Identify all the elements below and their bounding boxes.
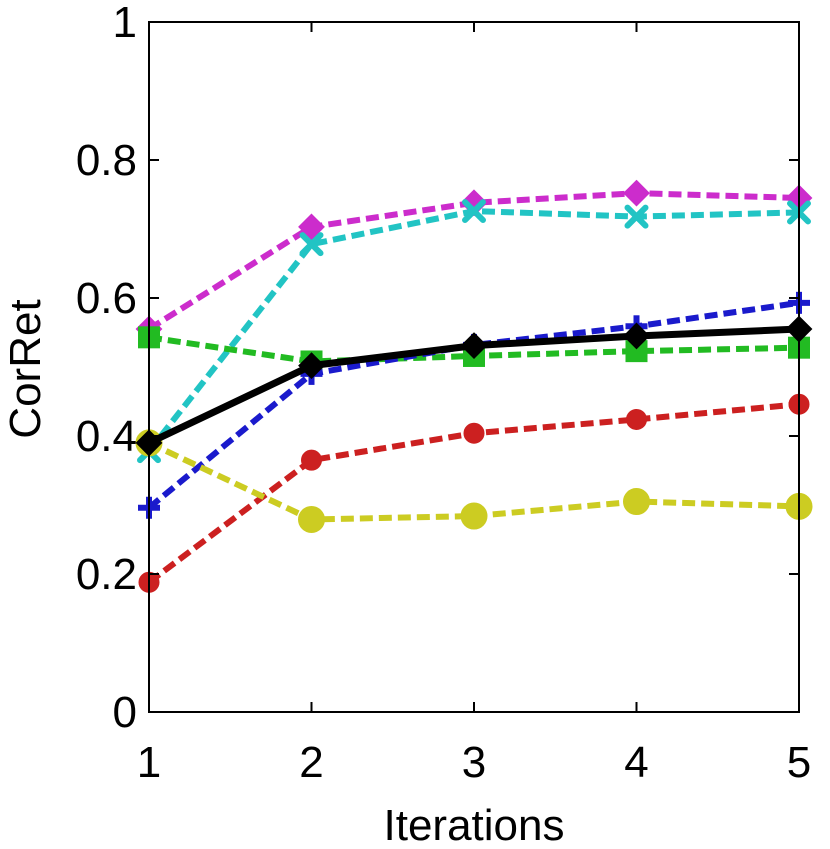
- y-tick-label: 0: [113, 688, 137, 737]
- series-line: [147, 299, 800, 511]
- tick-layer: 1 2 3 4 5 0 0.2 0.4 0.6 0.8 1: [76, 0, 811, 787]
- x-tick-label: 4: [624, 738, 648, 787]
- data-point: [463, 422, 485, 444]
- x-tick-label: 2: [299, 738, 323, 787]
- data-point-stroke: [624, 204, 649, 229]
- data-point-stroke: [462, 199, 486, 224]
- data-point: [462, 199, 486, 224]
- data-point: [623, 322, 650, 350]
- data-point: [301, 449, 322, 471]
- series-line: [147, 190, 800, 332]
- data-point: [299, 232, 324, 257]
- x-tick-label: 5: [787, 738, 811, 787]
- data-point: [624, 204, 649, 229]
- x-tick-label: 1: [137, 738, 161, 787]
- x-tick-label: 3: [462, 738, 486, 787]
- plot-frame: [148, 21, 800, 713]
- data-point: [298, 505, 325, 533]
- series-layer: [135, 179, 813, 593]
- data-point: [626, 408, 647, 430]
- series-7: [135, 315, 813, 457]
- y-tick-label: 0.2: [76, 550, 137, 599]
- data-point: [460, 332, 488, 360]
- data-point-stroke: [299, 232, 324, 257]
- series-5: [138, 393, 810, 593]
- y-axis-label: CorRet: [1, 299, 50, 438]
- y-tick-label: 0.8: [76, 136, 137, 185]
- data-point: [460, 502, 488, 530]
- data-point: [298, 213, 325, 241]
- x-axis-label: Iterations: [384, 801, 565, 849]
- y-tick-label: 0.6: [76, 274, 137, 323]
- data-point: [623, 179, 650, 207]
- y-tick-label: 0.4: [76, 412, 137, 461]
- series-6: [135, 429, 813, 533]
- y-tick-label: 1: [113, 0, 137, 47]
- data-point: [298, 352, 325, 380]
- data-point: [623, 488, 650, 516]
